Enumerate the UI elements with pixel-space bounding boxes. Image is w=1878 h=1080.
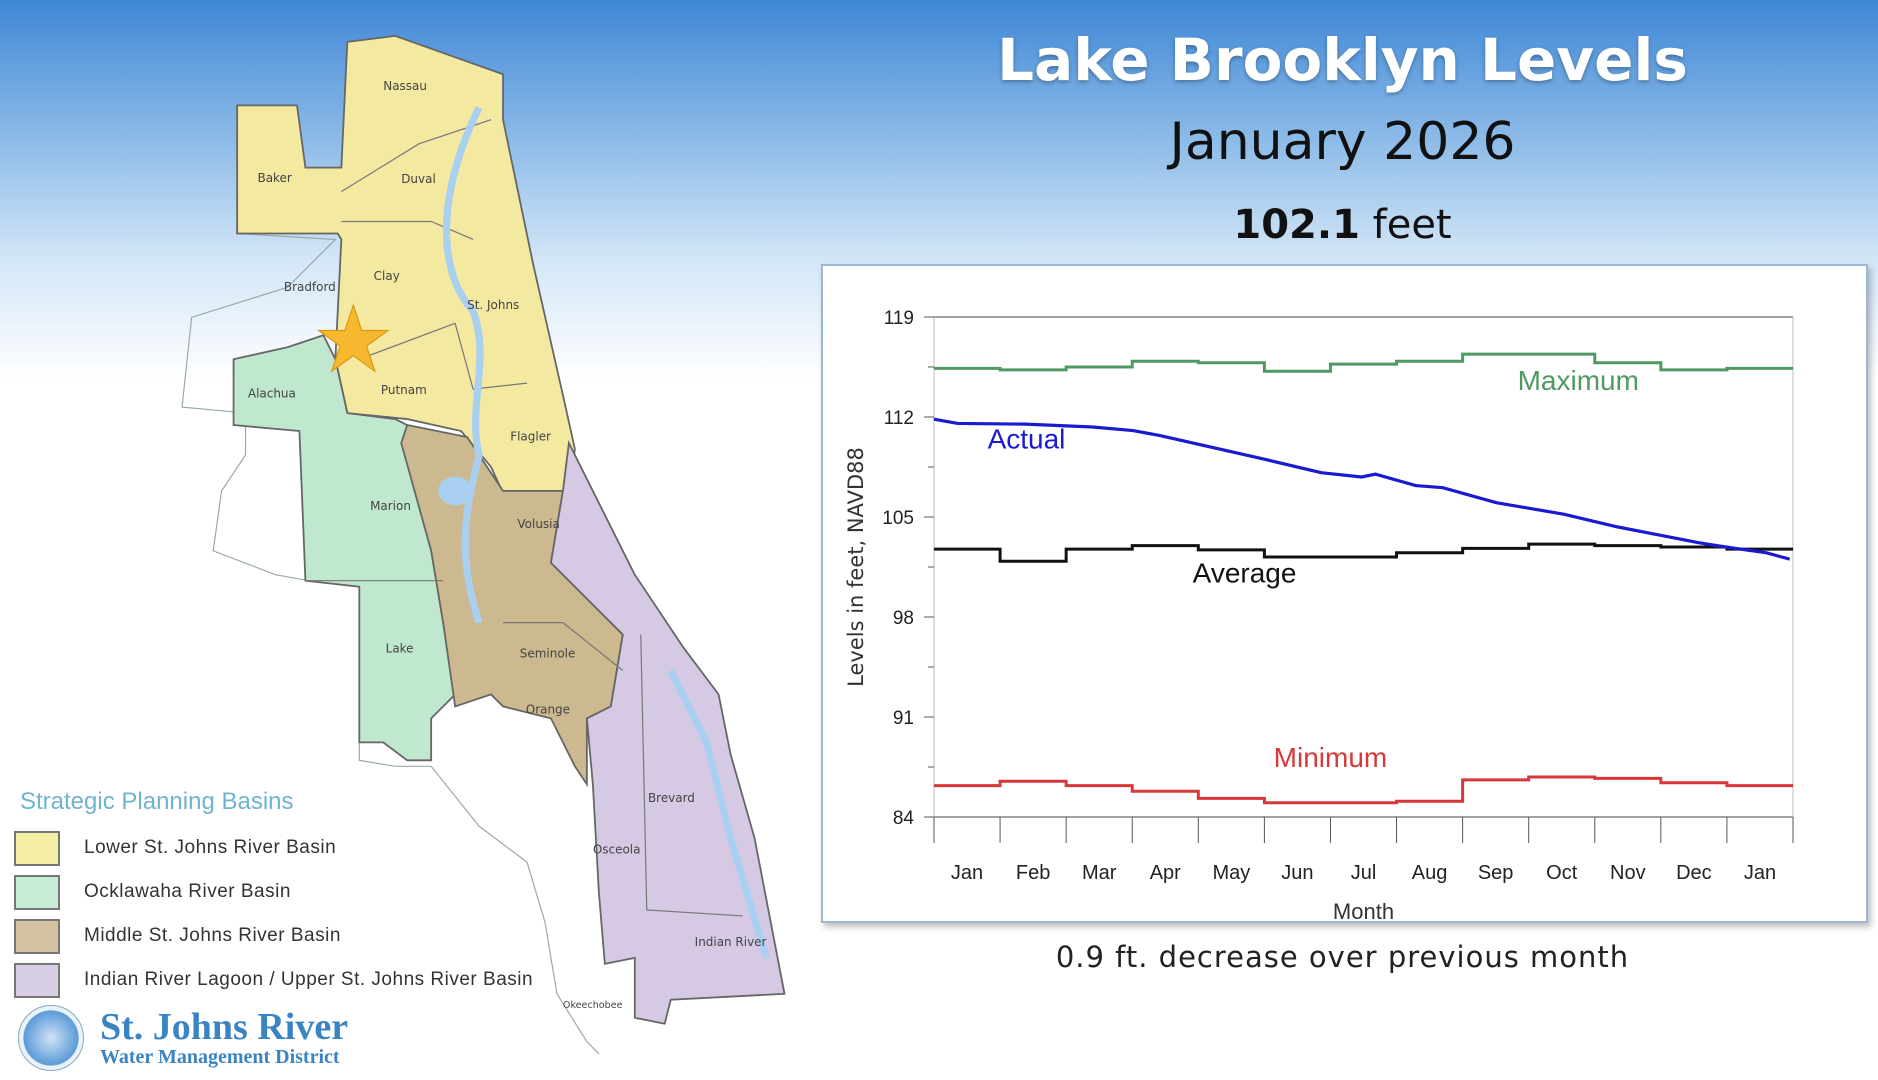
county-label: Indian River <box>695 935 767 949</box>
x-tick-label: Sep <box>1478 862 1514 884</box>
legend-label: Middle St. Johns River Basin <box>84 925 341 946</box>
chart-panel: 84 91 98 105 112 119 Jan Feb Mar Apr May Jun Jul Aug S… <box>821 264 1868 923</box>
current-level: 102.1 feet <box>980 202 1705 248</box>
legend-swatch <box>14 962 60 998</box>
county-label: Clay <box>374 269 400 283</box>
y-tick-label: 105 <box>882 508 914 529</box>
x-tick-label: Jul <box>1351 862 1377 884</box>
county-label: Nassau <box>383 79 427 93</box>
county-label: Putnam <box>381 383 427 397</box>
county-outline <box>640 634 743 917</box>
x-tick-label: Nov <box>1610 862 1646 884</box>
series-label-average: Average <box>1193 558 1297 589</box>
legend-item: Ocklawaha River Basin <box>14 870 533 914</box>
county-label: Lake <box>386 642 414 656</box>
series-line-minimum <box>934 775 1793 805</box>
map-legend: Strategic Planning Basins Lower St. John… <box>14 788 533 1002</box>
x-tick-label: Dec <box>1676 862 1712 884</box>
logo-subname: Water Management District <box>100 1045 340 1068</box>
legend-swatch <box>14 830 60 866</box>
county-label: Baker <box>258 171 292 185</box>
county-label: Flagler <box>510 430 551 444</box>
y-tick-label: 91 <box>893 708 914 729</box>
star-icon <box>316 303 390 373</box>
county-label: Okeechobee <box>563 1000 623 1011</box>
series-label-minimum: Minimum <box>1274 742 1388 773</box>
x-tick-label: Jan <box>951 862 983 884</box>
county-label: Alachua <box>248 387 296 401</box>
county-label: Duval <box>401 172 436 186</box>
level-value: 102.1 <box>1233 202 1360 248</box>
district-logo: St. Johns River Water Management Distric… <box>18 1005 348 1071</box>
x-axis-title: Month <box>1333 899 1394 921</box>
county-outline <box>359 322 528 390</box>
y-tick-label: 112 <box>884 408 914 429</box>
county-outline <box>341 220 474 241</box>
change-summary: 0.9 ft. decrease over previous month <box>1055 940 1630 974</box>
x-tick-label: Apr <box>1150 862 1181 884</box>
series-line-maximum <box>934 352 1793 373</box>
series-line-actual <box>933 417 1791 561</box>
county-label: Orange <box>526 703 570 717</box>
legend-label: Indian River Lagoon / Upper St. Johns Ri… <box>84 969 534 990</box>
series-line-average <box>934 542 1793 563</box>
county-label: St. Johns <box>467 298 519 312</box>
series-label-actual: Actual <box>988 423 1066 454</box>
coast-lagoon <box>667 668 770 959</box>
county-label: Seminole <box>520 646 576 660</box>
x-tick-label: Mar <box>1082 862 1117 884</box>
x-tick-label: Aug <box>1412 862 1448 884</box>
county-label: Marion <box>370 499 411 513</box>
y-tick-label: 84 <box>893 808 915 829</box>
county-outline <box>358 742 600 1055</box>
x-tick-label: Oct <box>1546 862 1578 884</box>
legend-label: Ocklawaha River Basin <box>84 881 291 902</box>
x-tick-label: Jan <box>1744 862 1776 884</box>
x-tick-label: May <box>1212 862 1250 884</box>
legend-item: Middle St. Johns River Basin <box>14 914 533 958</box>
legend-swatch <box>14 874 60 910</box>
legend-item: Lower St. Johns River Basin <box>14 826 533 870</box>
series-label-maximum: Maximum <box>1518 365 1639 396</box>
basin-indian-river-lagoon <box>549 439 786 1025</box>
legend-item: Indian River Lagoon / Upper St. Johns Ri… <box>14 958 533 1002</box>
level-chart: 84 91 98 105 112 119 Jan Feb Mar Apr May Jun Jul Aug S… <box>844 308 1794 921</box>
legend-title: Strategic Planning Basins <box>20 788 294 815</box>
county-label: Bradford <box>284 280 336 294</box>
y-tick-label: 119 <box>884 308 914 329</box>
x-tick-label: Feb <box>1016 862 1050 884</box>
y-tick-label: 98 <box>893 608 914 629</box>
level-unit: feet <box>1372 202 1452 248</box>
legend-label: Lower St. Johns River Basin <box>84 837 337 858</box>
county-label: Volusia <box>517 517 559 531</box>
page-title: Lake Brooklyn Levels <box>997 26 1688 94</box>
district-seal-icon <box>18 1005 84 1071</box>
page-subtitle: January 2026 <box>1169 112 1516 172</box>
logo-name: St. Johns River <box>100 1005 349 1048</box>
x-tick-label: Jun <box>1281 862 1313 884</box>
y-axis-title: Levels in feet, NAVD88 <box>844 447 868 687</box>
lake <box>438 476 472 506</box>
county-label: Brevard <box>648 791 695 805</box>
st-johns-river <box>442 106 484 624</box>
legend-swatch <box>14 918 60 954</box>
county-outline <box>503 622 624 671</box>
county-label: Osceola <box>593 843 641 857</box>
